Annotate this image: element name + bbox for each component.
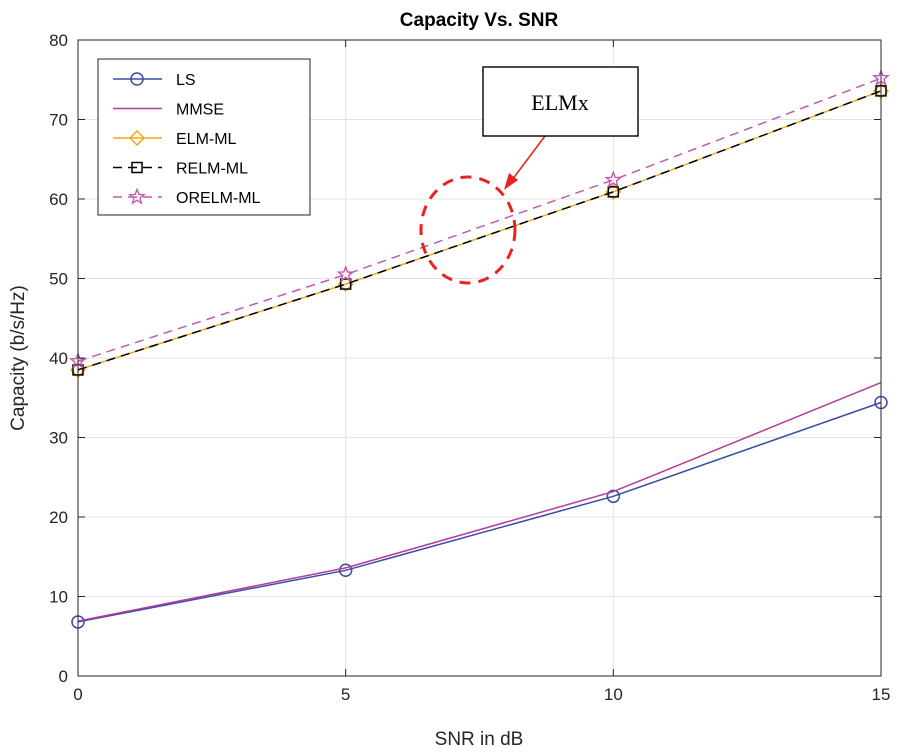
chart-title: Capacity Vs. SNR (400, 10, 559, 31)
x-tick-label: 10 (604, 685, 623, 704)
x-tick-label: 5 (341, 685, 350, 704)
legend-label-elm-ml: ELM-ML (176, 131, 237, 148)
y-tick-label: 60 (49, 190, 68, 209)
legend-label-orelm-ml: ORELM-ML (176, 190, 261, 207)
annotation-label: ELMx (531, 90, 588, 115)
y-tick-label: 40 (49, 349, 68, 368)
legend-label-ls: LS (176, 72, 196, 89)
legend-label-relm-ml: RELM-ML (176, 161, 248, 178)
y-tick-label: 70 (49, 111, 68, 130)
y-tick-label: 10 (49, 588, 68, 607)
y-tick-label: 20 (49, 508, 68, 527)
capacity-vs-snr-chart: 0 5 10 15 0 10 20 30 40 50 60 70 80 Capacity Vs. SNR… (0, 0, 900, 752)
x-tick-label: 15 (872, 685, 891, 704)
legend: LS MMSE ELM-ML RELM-ML ORELM-ML (98, 59, 310, 215)
y-tick-label: 50 (49, 270, 68, 289)
x-tick-label: 0 (73, 685, 82, 704)
legend-label-mmse: MMSE (176, 102, 224, 119)
y-tick-label: 0 (59, 667, 68, 686)
x-axis-label: SNR in dB (435, 729, 524, 750)
y-tick-label: 30 (49, 429, 68, 448)
y-tick-label: 80 (49, 31, 68, 50)
y-axis-label: Capacity (b/s/Hz) (8, 285, 29, 431)
